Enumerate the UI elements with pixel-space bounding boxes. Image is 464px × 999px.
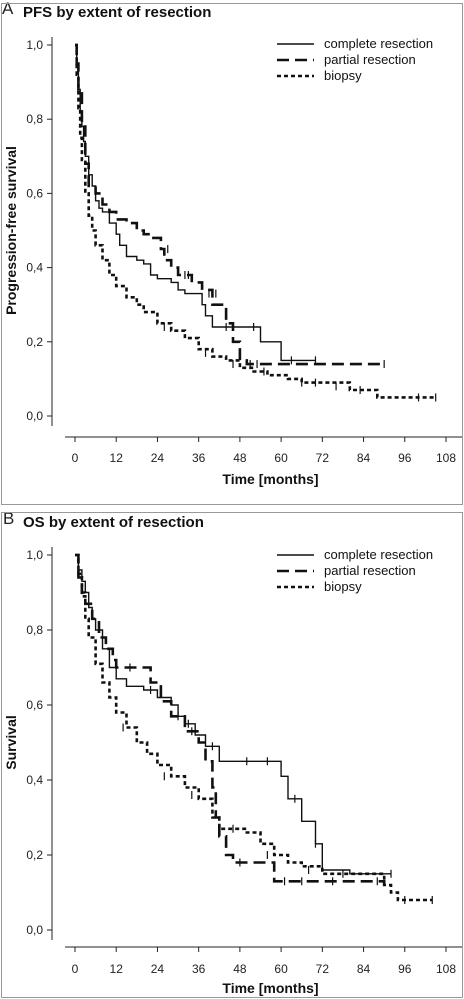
os-chart-title: OS by extent of resection xyxy=(23,514,204,531)
pfs-series-complete-resection xyxy=(75,44,316,362)
os-x-tick-label: 48 xyxy=(233,962,247,976)
pfs-frame xyxy=(1,3,463,505)
pfs-legend-label-complete-resection: complete resection xyxy=(324,36,433,51)
os-legend-label-biopsy: biopsy xyxy=(324,579,362,594)
pfs-x-tick-label: 96 xyxy=(398,451,412,465)
os-legend-label-partial-resection: partial resection xyxy=(324,563,416,578)
os-x-tick-label: 60 xyxy=(274,962,288,976)
os-legend-label-complete-resection: complete resection xyxy=(324,547,433,562)
os-x-tick-label: 96 xyxy=(398,962,412,976)
pfs-x-tick-label: 12 xyxy=(110,451,124,465)
pfs-x-tick-label: 72 xyxy=(316,451,330,465)
os-x-tick-label: 108 xyxy=(436,962,456,976)
os-x-tick-label: 12 xyxy=(110,962,124,976)
pfs-y-tick-label: 0,6 xyxy=(26,186,43,200)
pfs-y-tick-label: 0,4 xyxy=(26,261,43,275)
pfs-x-tick-label: 48 xyxy=(233,451,247,465)
pfs-y-tick-label: 0,8 xyxy=(26,112,43,126)
pfs-chart-title: PFS by extent of resection xyxy=(23,4,211,21)
pfs-x-tick-label: 108 xyxy=(436,451,456,465)
pfs-y-tick-label: 1,0 xyxy=(26,38,43,52)
os-y-tick-label: 0,6 xyxy=(26,698,43,712)
pfs-series-biopsy xyxy=(75,43,436,399)
pfs-x-axis-label: Time [months] xyxy=(222,471,318,487)
pfs-x-tick-label: 36 xyxy=(192,451,206,465)
os-y-tick-label: 0,2 xyxy=(26,848,43,862)
os-series-biopsy xyxy=(75,553,433,902)
os-y-tick-label: 0,4 xyxy=(26,773,43,787)
os-x-tick-label: 72 xyxy=(316,962,330,976)
pfs-y-tick-label: 0,0 xyxy=(26,409,43,423)
pfs-x-tick-label: 24 xyxy=(151,451,165,465)
pfs-legend-label-biopsy: biopsy xyxy=(324,68,362,83)
os-y-tick-label: 1,0 xyxy=(26,548,43,562)
os-frame xyxy=(1,512,463,998)
pfs-x-tick-label: 0 xyxy=(72,451,79,465)
os-series-partial-resection xyxy=(75,553,386,885)
os-x-tick-label: 0 xyxy=(72,962,79,976)
pfs-legend-label-partial-resection: partial resection xyxy=(324,52,416,67)
os-x-tick-label: 36 xyxy=(192,962,206,976)
os-y-axis-label: Survival xyxy=(3,715,19,769)
pfs-series-partial-resection xyxy=(75,43,385,366)
os-y-tick-label: 0,0 xyxy=(26,923,43,937)
pfs-x-tick-label: 84 xyxy=(357,451,371,465)
pfs-y-axis-label: Progression-free survival xyxy=(3,146,19,315)
os-y-tick-label: 0,8 xyxy=(26,623,43,637)
panel-b-letter: B xyxy=(3,509,15,528)
panel-a-letter: A xyxy=(2,0,14,18)
pfs-y-tick-label: 0,2 xyxy=(26,335,43,349)
pfs-x-tick-label: 60 xyxy=(274,451,288,465)
os-x-axis-label: Time [months] xyxy=(222,980,318,996)
os-x-tick-label: 84 xyxy=(357,962,371,976)
os-x-tick-label: 24 xyxy=(151,962,165,976)
